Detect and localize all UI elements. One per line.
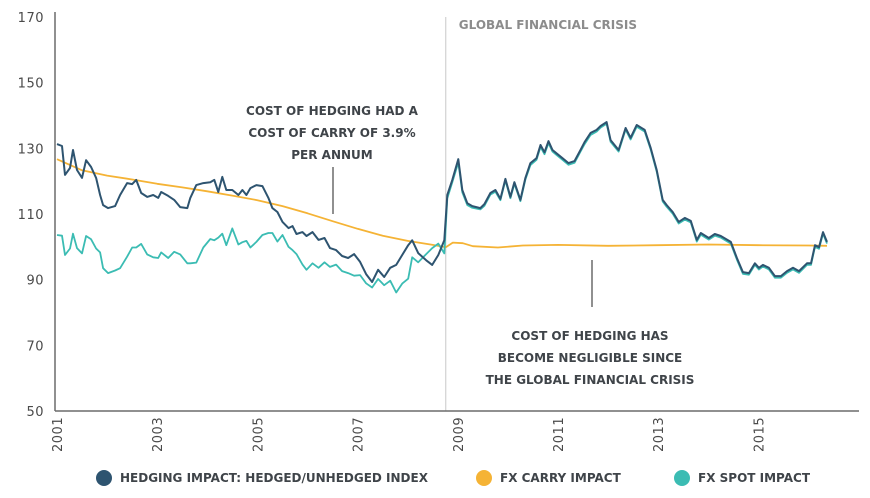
legend-item-fx-spot: FX SPOT IMPACT (674, 470, 810, 486)
legend: HEDGING IMPACT: HEDGED/UNHEDGED INDEX FX… (0, 470, 870, 490)
x-tick-label: 2013 (652, 417, 667, 452)
legend-item-hedging-impact: HEDGING IMPACT: HEDGED/UNHEDGED INDEX (96, 470, 428, 486)
series-lines (56, 121, 828, 294)
x-tick-label: 2011 (552, 417, 567, 452)
y-tick-label: 70 (26, 339, 44, 354)
y-tick-label: 110 (18, 208, 44, 223)
gfc-label: GLOBAL FINANCIAL CRISIS (459, 18, 637, 32)
post-gfc-annotation-line-2: BECOME NEGLIGIBLE SINCE (498, 351, 683, 365)
legend-swatch-icon (96, 470, 112, 486)
x-tick-label: 2009 (452, 417, 467, 452)
pre-gfc-annotation: COST OF HEDGING HAD A COST OF CARRY OF 3… (246, 104, 419, 214)
x-tick-label: 2007 (352, 417, 367, 452)
pre-gfc-annotation-line-3: PER ANNUM (291, 148, 372, 162)
pre-gfc-annotation-line-1: COST OF HEDGING HAD A (246, 104, 419, 118)
legend-item-fx-carry: FX CARRY IMPACT (476, 470, 621, 486)
post-gfc-annotation-line-3: THE GLOBAL FINANCIAL CRISIS (486, 373, 695, 387)
fx-carry-line (56, 158, 828, 249)
y-tick-label: 170 (18, 11, 44, 26)
hedging-impact-line (56, 121, 828, 283)
post-gfc-annotation: COST OF HEDGING HAS BECOME NEGLIGIBLE SI… (486, 260, 695, 387)
fx-spot-line (56, 122, 828, 294)
legend-label: FX SPOT IMPACT (698, 471, 811, 485)
y-tick-label: 50 (26, 405, 44, 420)
pre-gfc-annotation-line-2: COST OF CARRY OF 3.9% (248, 126, 415, 140)
x-tick-label: 2001 (51, 417, 66, 452)
y-axis-ticks: 50 70 90 110 130 150 170 (18, 11, 44, 420)
y-tick-label: 90 (26, 274, 44, 289)
y-tick-label: 150 (18, 77, 44, 92)
legend-label: HEDGING IMPACT: HEDGED/UNHEDGED INDEX (120, 471, 428, 485)
x-tick-label: 2015 (752, 417, 767, 452)
x-axis-ticks: 2001 2003 2005 2007 2009 2011 2013 2015 (51, 417, 767, 452)
legend-label: FX CARRY IMPACT (500, 471, 621, 485)
x-tick-label: 2005 (251, 417, 266, 452)
x-tick-label: 2003 (151, 417, 166, 452)
y-tick-label: 130 (18, 142, 44, 157)
post-gfc-annotation-line-1: COST OF HEDGING HAS (511, 329, 668, 343)
legend-swatch-icon (476, 470, 492, 486)
legend-swatch-icon (674, 470, 690, 486)
